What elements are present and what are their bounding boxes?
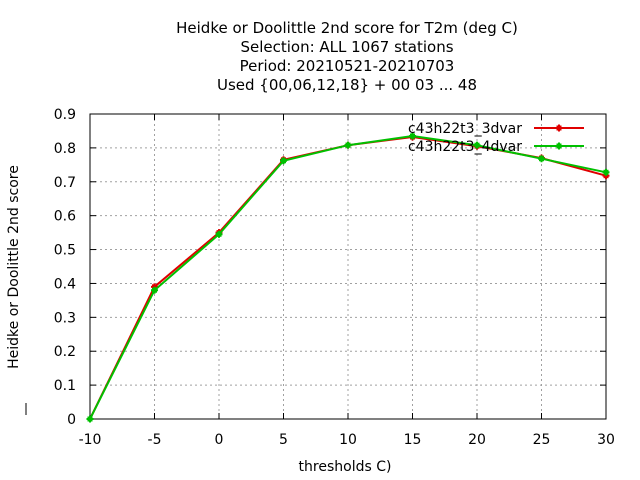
grid [90,114,606,419]
data-point [280,157,287,165]
title-line-0: Heidke or Doolittle 2nd score for T2m (d… [176,19,518,37]
y-tick-label: 0.8 [54,141,76,157]
x-tick-label: -10 [79,432,102,448]
title-line-3: Used {00,06,12,18} + 00 03 ... 48 [217,76,477,94]
axis-ticks [89,113,607,420]
series-1 [86,132,610,423]
y-tick-label: 0.1 [54,378,76,394]
data-point [151,286,158,294]
data-point [344,141,352,149]
legend: c43h22t3_3dvar c43h22t3_4dvar [408,121,584,155]
chart-title: Heidke or Doolittle 2nd score for T2m (d… [176,19,518,94]
y-tick-label: 0.7 [54,175,76,191]
x-tick-labels: -10 -5 0 5 10 15 20 25 30 [79,432,615,448]
title-line-1: Selection: ALL 1067 stations [240,38,453,56]
legend-label-0: c43h22t3_3dvar [408,121,522,137]
legend-marker-0 [555,124,563,132]
data-point [409,132,416,140]
data-point [86,415,94,423]
data-point [538,155,545,163]
data-point [602,168,610,176]
y-tick-label: 0.3 [54,310,76,326]
y-tick-label: 0.6 [54,209,76,225]
data-point [473,141,481,149]
x-tick-label: 5 [279,432,288,448]
series-line-1 [89,134,607,420]
y-tick-label: 0.9 [54,107,76,123]
x-tick-label: 15 [404,432,422,448]
title-line-2: Period: 20210521-20210703 [240,57,455,75]
y-tick-labels: 0 0.1 0.2 0.3 0.4 0.5 0.6 0.7 0.8 0.9 [54,107,76,428]
y-tick-label: 0.4 [54,276,76,292]
y-axis-label: Heidke or Doolittle 2nd score [6,165,22,369]
legend-marker-1 [555,142,563,150]
x-tick-label: -5 [148,432,162,448]
y-tick-label: 0 [67,412,76,428]
y-tick-label: 0.5 [54,243,76,259]
x-tick-label: 20 [468,432,486,448]
series [86,132,610,423]
x-tick-label: 10 [339,432,357,448]
x-tick-label: 25 [533,432,551,448]
x-tick-label: 0 [215,432,224,448]
x-tick-label: 30 [597,432,615,448]
x-axis-label: thresholds C) [299,459,392,475]
data-point [215,230,223,238]
legend-label-1: c43h22t3_4dvar [408,139,522,155]
y-tick-label: 0.2 [54,344,76,360]
